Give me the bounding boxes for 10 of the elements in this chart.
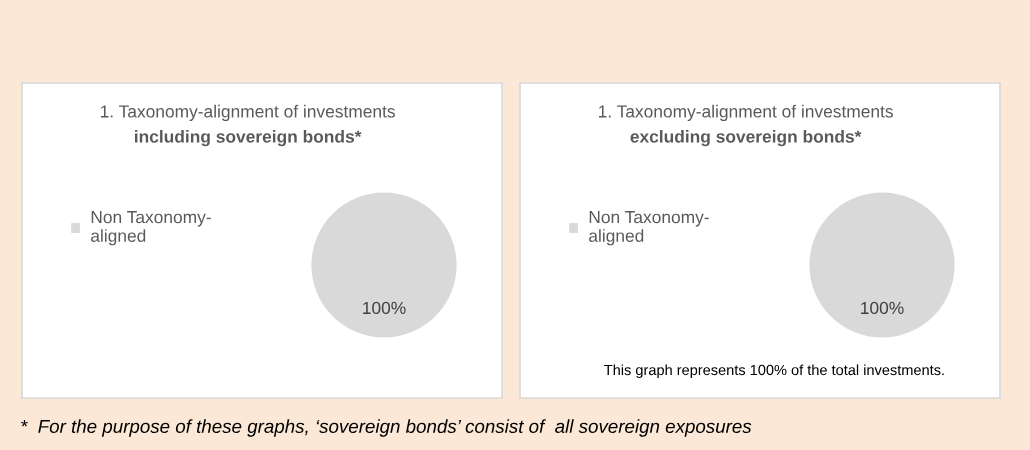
chart-title: 1. Taxonomy-alignment of investments: [598, 104, 893, 122]
data-label: 100%: [363, 301, 406, 315]
chart-subtitle: excluding sovereign bonds*: [630, 130, 862, 147]
legend-label: Non Taxonomy-aligned: [91, 211, 211, 246]
text: This graph represents 100% of the total investments.: [604, 364, 944, 379]
data-label: 100%: [861, 301, 904, 315]
legend-label: Non Taxonomy-aligned: [589, 211, 709, 246]
chart-subtitle: including sovereign bonds*: [135, 130, 362, 147]
text: * For the purpose of these graphs, ‘sovereign bonds’ consist of all sovereign exposures: [21, 419, 752, 437]
chart-title: 1. Taxonomy-alignment of investments: [100, 104, 395, 122]
